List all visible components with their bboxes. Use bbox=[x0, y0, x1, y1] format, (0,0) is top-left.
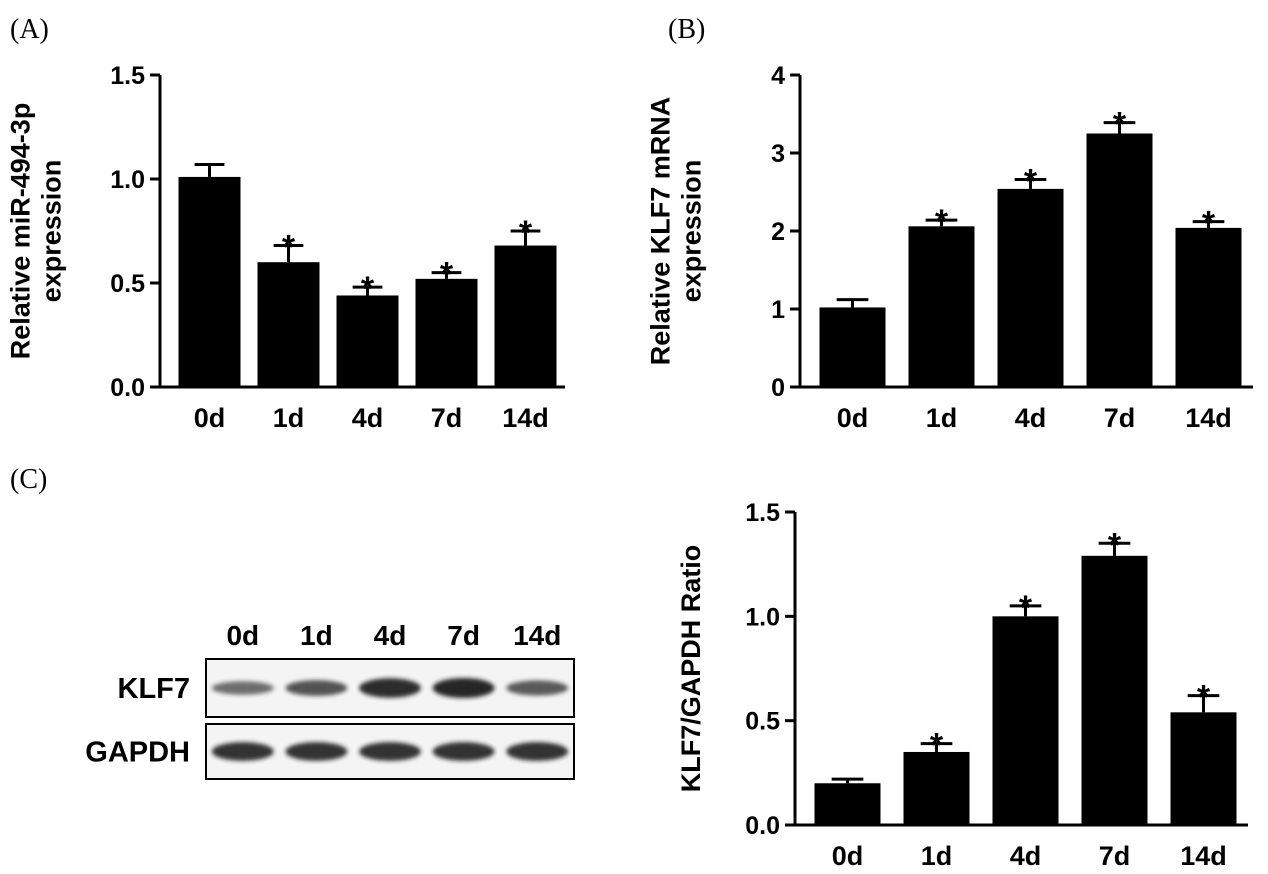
significance-star-a-1d: * bbox=[282, 229, 296, 267]
bar-c-1d bbox=[903, 751, 970, 825]
bar-a-1d bbox=[257, 262, 320, 387]
bar-b-4d bbox=[997, 188, 1064, 387]
x-tick-label-c-4d: 4d bbox=[1010, 841, 1042, 871]
significance-star-a-7d: * bbox=[440, 256, 454, 294]
y-tick-label-c: 0.5 bbox=[745, 708, 780, 736]
x-tick-label-c-1d: 1d bbox=[921, 841, 953, 871]
y-axis-title-b: Relative KLF7 mRNA bbox=[646, 97, 676, 366]
bar-b-7d bbox=[1086, 133, 1153, 387]
significance-star-b-7d: * bbox=[1113, 106, 1127, 144]
blot-label-gapdh: GAPDH bbox=[85, 737, 190, 769]
bar-a-7d bbox=[415, 278, 478, 387]
y-axis-title-a: expression bbox=[37, 160, 67, 303]
bar-a-0d bbox=[178, 176, 241, 387]
blot-band-gapdh-0d bbox=[211, 742, 274, 761]
y-tick-label-b: 1 bbox=[771, 296, 785, 324]
panel-label-a: (A) bbox=[10, 14, 49, 45]
significance-star-c-14d: * bbox=[1197, 679, 1211, 717]
x-tick-label-a-0d: 0d bbox=[194, 403, 226, 433]
x-tick-label-c-0d: 0d bbox=[832, 841, 864, 871]
bar-c-0d bbox=[814, 783, 881, 825]
x-tick-label-c-14d: 14d bbox=[1180, 841, 1227, 871]
western-blot: 0d 1d 4d 7d 14d KLF7 GAPDH bbox=[85, 620, 575, 780]
y-tick-label-a: 0.0 bbox=[110, 374, 145, 402]
bar-c-4d bbox=[992, 616, 1059, 825]
y-tick-label-b: 4 bbox=[771, 62, 785, 90]
y-axis-title-a: Relative miR-494-3p bbox=[6, 103, 36, 360]
y-tick-label-a: 1.5 bbox=[110, 62, 145, 90]
blot-band-gapdh-1d bbox=[285, 742, 348, 761]
bar-b-0d bbox=[819, 307, 886, 387]
y-tick-label-c: 1.5 bbox=[745, 499, 780, 527]
x-tick-label-c-7d: 7d bbox=[1099, 841, 1131, 871]
blot-band-klf7-1d bbox=[285, 680, 348, 696]
significance-star-b-1d: * bbox=[935, 203, 949, 241]
blot-band-gapdh-14d bbox=[506, 742, 569, 761]
significance-star-c-7d: * bbox=[1108, 526, 1122, 564]
bar-c-7d bbox=[1081, 555, 1148, 825]
y-tick-label-b: 2 bbox=[771, 218, 785, 246]
bar-b-14d bbox=[1175, 227, 1242, 387]
y-tick-label-c: 1.0 bbox=[745, 603, 780, 631]
bar-a-14d bbox=[494, 245, 557, 387]
bar-c-14d bbox=[1170, 712, 1237, 825]
x-tick-label-b-1d: 1d bbox=[926, 403, 958, 433]
blot-band-klf7-14d bbox=[506, 680, 569, 696]
x-tick-label-b-14d: 14d bbox=[1185, 403, 1232, 433]
lane-label-0d: 0d bbox=[226, 620, 259, 651]
blot-band-klf7-4d bbox=[359, 678, 421, 698]
y-axis-title-b: expression bbox=[677, 160, 707, 303]
x-tick-label-a-7d: 7d bbox=[431, 403, 463, 433]
blot-band-gapdh-4d bbox=[359, 742, 421, 761]
bar-a-4d bbox=[336, 295, 399, 387]
significance-star-a-14d: * bbox=[519, 214, 533, 252]
y-tick-label-a: 0.5 bbox=[110, 270, 145, 298]
blot-band-klf7-0d bbox=[211, 681, 274, 695]
significance-star-c-1d: * bbox=[930, 727, 944, 765]
panel-label-b: (B) bbox=[668, 14, 705, 45]
x-tick-label-b-7d: 7d bbox=[1104, 403, 1136, 433]
x-tick-label-a-1d: 1d bbox=[273, 403, 305, 433]
blot-band-gapdh-7d bbox=[432, 742, 495, 761]
significance-star-b-14d: * bbox=[1202, 205, 1216, 243]
chart-a: 0.0 0.5 1.0 1.5 0d * 1d * 4d * 7d * 14d Relative miR-… bbox=[6, 62, 565, 433]
bar-b-1d bbox=[908, 226, 975, 387]
blot-label-klf7: KLF7 bbox=[118, 673, 191, 705]
chart-b: 0 1 2 3 4 0d * 1d * 4d * 7d * 14d Relative KLF7 mRNA ex… bbox=[646, 62, 1253, 433]
x-tick-label-b-4d: 4d bbox=[1015, 403, 1047, 433]
y-tick-label-a: 1.0 bbox=[110, 166, 145, 194]
x-tick-label-a-14d: 14d bbox=[502, 403, 549, 433]
lane-label-4d: 4d bbox=[374, 620, 407, 651]
lane-label-14d: 14d bbox=[513, 620, 561, 651]
lane-label-1d: 1d bbox=[300, 620, 333, 651]
x-tick-label-b-0d: 0d bbox=[837, 403, 869, 433]
y-tick-label-b: 0 bbox=[771, 374, 785, 402]
y-axis-title-c: KLF7/GAPDH Ratio bbox=[676, 545, 706, 793]
lane-label-7d: 7d bbox=[447, 620, 480, 651]
chart-c: 0.0 0.5 1.0 1.5 0d * 1d * 4d * 7d * 14d KLF7/GAPDH Ra… bbox=[676, 499, 1248, 871]
significance-star-b-4d: * bbox=[1024, 163, 1038, 201]
significance-star-c-4d: * bbox=[1019, 589, 1033, 627]
panel-label-c: (C) bbox=[10, 464, 47, 495]
x-tick-label-a-4d: 4d bbox=[352, 403, 384, 433]
y-tick-label-b: 3 bbox=[771, 140, 785, 168]
blot-band-klf7-7d bbox=[432, 678, 495, 698]
y-tick-label-c: 0.0 bbox=[745, 812, 780, 840]
significance-star-a-4d: * bbox=[361, 270, 375, 308]
